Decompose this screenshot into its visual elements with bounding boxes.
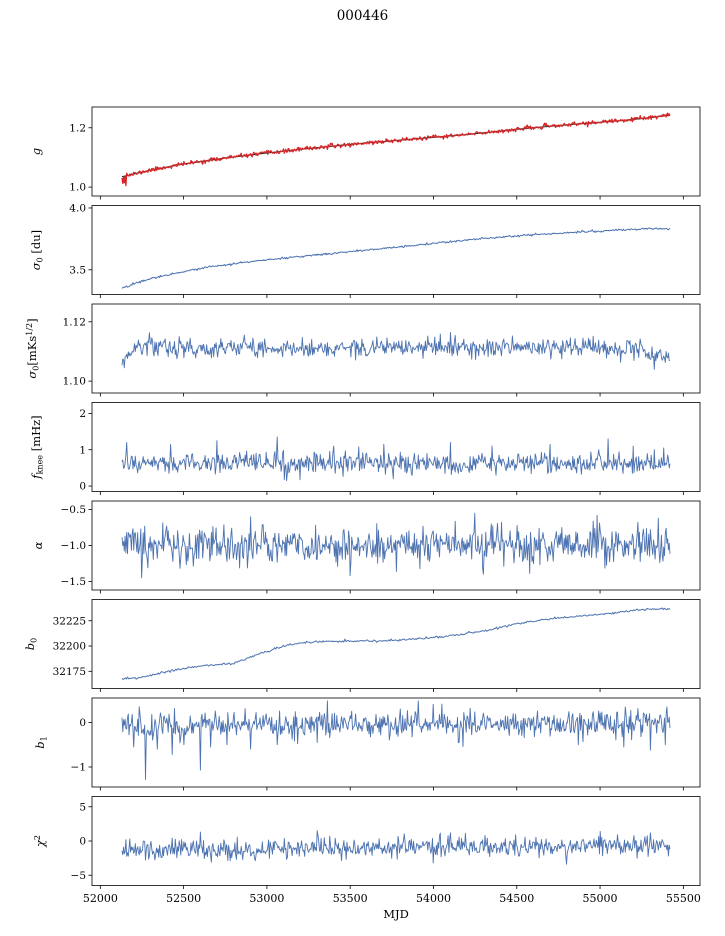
y-axis-label-alpha: α	[31, 541, 45, 549]
panel-fknee: 0 1 2 fknee [mHz]	[29, 402, 701, 495]
panel-alpha: −0.5 −1.0 −1.5 α	[31, 500, 701, 594]
panel-sigma0-du: 3.5 4.0 σ0 [du]	[29, 203, 701, 298]
x-tick-label: 52500	[166, 892, 201, 905]
axes-frame-g	[91, 106, 701, 197]
y-tick-label: −0.5	[61, 504, 87, 516]
series-g-data	[121, 112, 671, 187]
panel-sigma0-mks: 1.10 1.12 σ0[mKs1/2]	[25, 303, 701, 397]
series-b0-b0	[121, 607, 671, 680]
y-tick-label: −1.5	[61, 576, 87, 588]
x-tick-label: 54500	[499, 892, 534, 905]
axes-frame-sigma0-du	[91, 205, 701, 295]
y-tick-label: 1.10	[63, 376, 86, 388]
y-tick-label: 0	[79, 481, 86, 493]
axes-frame-b1	[91, 697, 701, 788]
y-tick-label: −1	[71, 762, 86, 774]
axes-frame-chi2	[91, 796, 701, 886]
y-tick-label: 32225	[53, 615, 86, 627]
axes-frame-b0	[91, 599, 701, 689]
panel-b0: 32175 32200 32225 b0	[23, 599, 701, 692]
y-tick-label: 5	[79, 801, 86, 813]
x-axis-label: MJD	[383, 907, 409, 921]
x-tick-label: 53500	[333, 892, 368, 905]
series-b1-b1	[121, 700, 671, 780]
series-fknee-fknee	[121, 436, 671, 482]
x-tick-label: 54000	[416, 892, 451, 905]
panel-b1: 0 −1 b1	[33, 697, 701, 791]
y-axis-label-b0: b0	[23, 638, 39, 650]
y-tick-label: 1.0	[69, 182, 86, 194]
y-axis-label-sigma0-mks: σ0[mKs1/2]	[25, 318, 41, 378]
y-axis-label-chi2: χ2	[33, 835, 47, 848]
panel-chi2: −5 0 5 52000 52500 53000 53500 54000 54500 55000 5…	[33, 796, 701, 905]
x-tick-label: 52000	[83, 892, 118, 905]
x-tick-label: 53000	[249, 892, 284, 905]
axes-frame-sigma0-mks	[91, 303, 701, 394]
y-tick-label: 1.2	[69, 122, 86, 134]
y-tick-label: 4.0	[69, 203, 86, 215]
y-axis-label-g: g	[29, 148, 43, 155]
figure-title: 000446	[336, 8, 389, 24]
series-chi2-chi2	[121, 830, 671, 865]
panel-g: 1.0 1.2 g	[29, 106, 701, 200]
y-tick-label: 0	[79, 836, 86, 848]
y-tick-label: 2	[79, 408, 86, 420]
y-tick-label: 1.12	[63, 316, 86, 328]
series-sigma0-mks-sigma0-rate	[121, 332, 671, 370]
x-tick-label: 55000	[583, 892, 618, 905]
y-tick-label: −1.0	[61, 540, 87, 552]
y-tick-label: −5	[71, 870, 86, 882]
y-tick-label: 32200	[53, 641, 86, 653]
axes-frame-fknee	[91, 402, 701, 492]
y-axis-label-fknee: fknee [mHz]	[29, 415, 45, 479]
y-tick-label: 3.5	[69, 264, 86, 276]
series-alpha-alpha	[121, 512, 671, 579]
series-sigma0-du-sigma0	[121, 227, 671, 289]
y-tick-label: 1	[79, 444, 86, 456]
y-axis-label-sigma0-du: σ0 [du]	[29, 230, 45, 270]
y-tick-label: 32175	[53, 666, 86, 678]
y-tick-label: 0	[79, 717, 86, 729]
y-axis-label-b1: b1	[33, 736, 49, 748]
x-tick-label: 55500	[666, 892, 701, 905]
